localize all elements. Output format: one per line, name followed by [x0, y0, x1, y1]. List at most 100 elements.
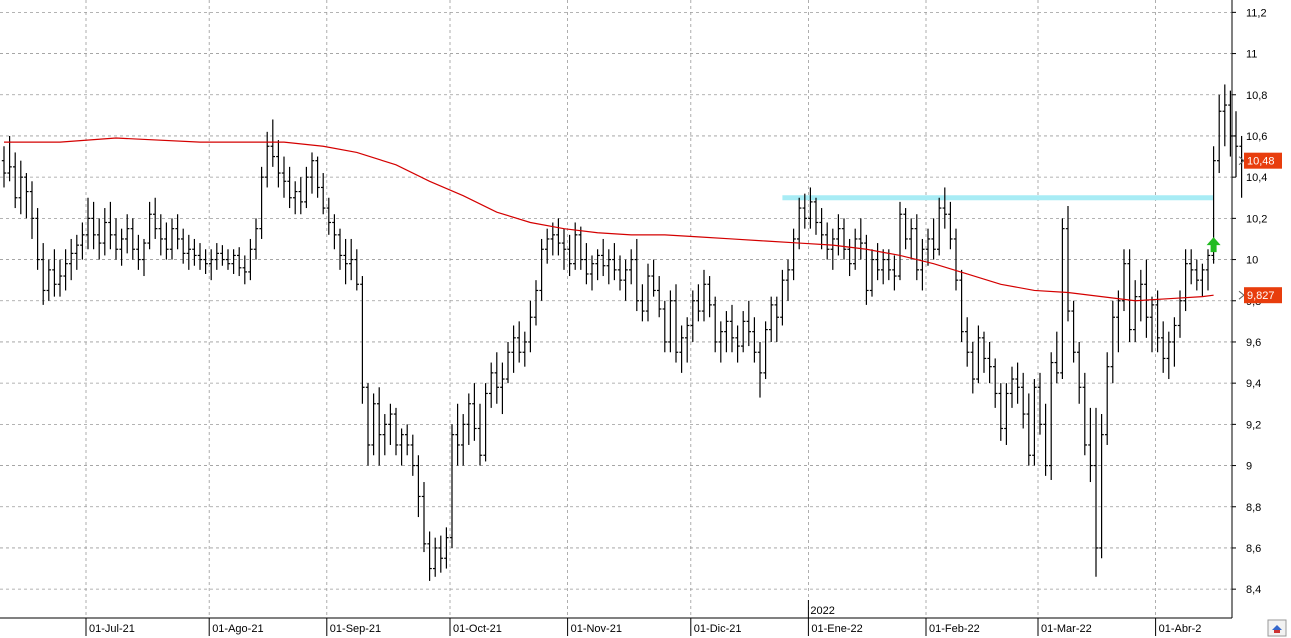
ohlc-bar	[724, 311, 729, 353]
ohlc-bar	[869, 249, 875, 297]
ohlc-bar	[85, 197, 91, 250]
ohlc-bar	[875, 243, 880, 281]
ohlc-bar	[489, 362, 494, 408]
ohlc-bar	[343, 238, 348, 285]
ohlc-bar	[1189, 249, 1194, 285]
ohlc-bar	[774, 296, 779, 342]
ohlc-bar	[1110, 300, 1115, 384]
ohlc-bar	[141, 238, 147, 277]
ohlc-bar	[813, 197, 819, 235]
ohlc-bar	[287, 166, 292, 209]
ohlc-bar	[253, 218, 259, 260]
ohlc-bar	[1217, 94, 1222, 174]
ohlc-bar	[1077, 341, 1082, 404]
ohlc-bar	[903, 208, 908, 250]
ohlc-bar	[119, 228, 124, 266]
ohlc-bar	[169, 218, 175, 260]
ohlc-bar	[1049, 352, 1054, 480]
ohlc-bar	[1205, 249, 1211, 291]
ohlc-bar	[909, 218, 914, 260]
ohlc-bar	[914, 214, 919, 281]
ohlc-bar	[259, 166, 264, 239]
ohlc-bar	[897, 201, 903, 281]
ohlc-bar	[477, 403, 483, 466]
ohlc-bar	[7, 135, 12, 182]
ohlc-bar	[29, 181, 35, 239]
ohlc-bar	[1009, 366, 1015, 408]
ohlc-bar	[511, 325, 516, 373]
ohlc-bar	[612, 243, 617, 281]
ohlc-bar	[113, 218, 119, 260]
x-tick-label: 01-Abr-2	[1159, 623, 1202, 635]
ohlc-bar	[214, 243, 219, 270]
ohlc-bar	[35, 208, 40, 270]
ohlc-bar	[293, 181, 298, 215]
ohlc-bar	[483, 383, 488, 462]
y-tick-label: 11	[1246, 49, 1257, 61]
ohlc-bar	[410, 434, 415, 476]
ohlc-bar	[416, 455, 421, 518]
ohlc-bar	[578, 226, 583, 270]
ohlc-bar	[892, 255, 897, 291]
resistance-zone	[782, 195, 1214, 201]
ohlc-bar	[780, 269, 785, 326]
y-tick-label: 10,6	[1246, 131, 1267, 143]
ohlc-bar	[220, 245, 225, 266]
ohlc-bar	[718, 321, 723, 363]
ohlc-bar	[841, 218, 847, 260]
ohlc-bar	[830, 228, 835, 270]
settings-corner-icon[interactable]	[1267, 619, 1287, 637]
ohlc-bar	[1054, 331, 1059, 384]
ohlc-bar	[836, 214, 841, 256]
ohlc-bar	[589, 255, 595, 291]
ohlc-bar	[937, 197, 942, 256]
ohlc-bar	[1200, 263, 1205, 297]
ohlc-bar	[1144, 259, 1149, 338]
ohlc-bar	[97, 218, 102, 260]
ohlc-bar	[147, 201, 152, 250]
ma-badge-label: 9,827	[1247, 290, 1275, 302]
ohlc-bar	[550, 222, 555, 256]
ohlc-bar	[433, 537, 438, 577]
ohlc-bar	[735, 325, 740, 363]
badge-pointer	[1238, 156, 1245, 166]
ohlc-bar	[321, 173, 326, 215]
ohlc-bar	[1093, 407, 1099, 577]
ohlc-bar	[1222, 84, 1227, 147]
ohlc-bar	[662, 300, 667, 353]
ohlc-bar	[668, 290, 673, 353]
ohlc-bar	[729, 304, 735, 353]
ohlc-bar	[1172, 317, 1177, 367]
ohlc-bar	[309, 152, 315, 194]
ohlc-bar	[1166, 331, 1171, 380]
ohlc-bar	[242, 255, 247, 285]
badge-pointer	[1238, 290, 1245, 300]
ohlc-bar	[494, 352, 499, 404]
ohlc-bar	[965, 317, 970, 367]
ohlc-bar	[763, 321, 768, 380]
x-tick-label: 01-Nov-21	[571, 623, 622, 635]
y-tick-label: 9,6	[1246, 337, 1261, 349]
x-tick-label: 01-Ago-21	[212, 623, 263, 635]
ohlc-bar	[791, 228, 796, 281]
ohlc-bar	[993, 358, 998, 408]
ohlc-bar	[1161, 321, 1166, 373]
ohlc-bar	[1082, 372, 1087, 456]
ohlc-bar	[522, 331, 527, 367]
ohlc-bar	[645, 263, 651, 322]
ohlc-bar	[108, 201, 113, 250]
x-tick-label: 01-Feb-22	[929, 623, 980, 635]
ohlc-bar	[931, 218, 936, 260]
ohlc-bar	[444, 527, 449, 569]
ohlc-bar	[556, 218, 561, 256]
ohlc-bar	[209, 249, 214, 281]
ohlc-bar	[757, 341, 763, 398]
ohlc-bar	[825, 222, 830, 260]
y-tick-label: 10,2	[1246, 213, 1267, 225]
ohlc-bar	[1026, 393, 1031, 466]
x-tick-label: 01-Oct-21	[453, 623, 502, 635]
ohlc-bar	[987, 341, 992, 384]
ohlc-bar	[455, 403, 460, 466]
ohlc-bar	[175, 214, 180, 250]
ohlc-bar	[1149, 296, 1155, 353]
